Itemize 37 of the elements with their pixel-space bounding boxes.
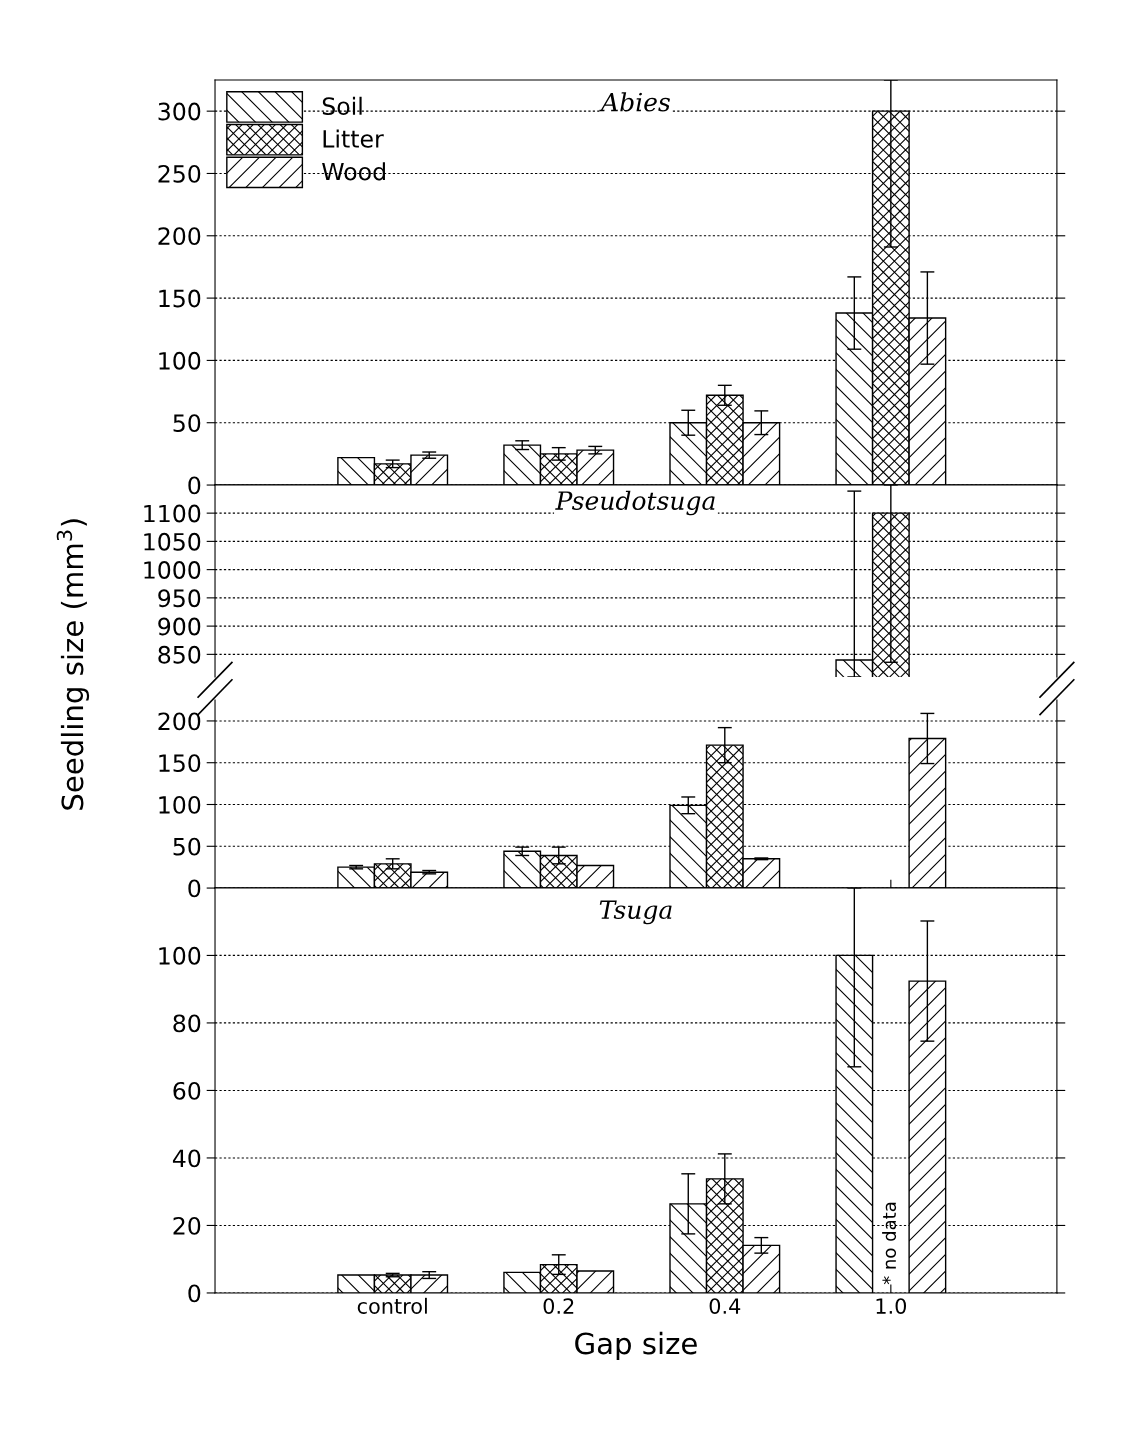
y-tick-label: 0 bbox=[188, 879, 201, 898]
legend-label: Litter bbox=[323, 129, 384, 148]
y-tick-label: 60 bbox=[173, 1081, 201, 1100]
y-tick-label: 80 bbox=[173, 1014, 201, 1033]
y-tick-label: 0 bbox=[188, 476, 201, 495]
y-tick-label: 40 bbox=[172, 1149, 201, 1168]
y-tick-label: 950 bbox=[158, 589, 201, 608]
chart-title: Tsuga bbox=[599, 900, 672, 925]
chart-title: Pseudotsuga bbox=[555, 490, 715, 516]
y-tick-label: 150 bbox=[159, 289, 201, 308]
y-tick-label: 100 bbox=[159, 946, 201, 965]
y-tick-label: 300 bbox=[158, 102, 201, 121]
y-tick-label: 1100 bbox=[144, 504, 201, 523]
y-tick-label: 850 bbox=[158, 645, 201, 664]
chart-title: Abies bbox=[599, 92, 670, 112]
y-tick-label: 0 bbox=[188, 1284, 201, 1303]
annotation: * no data bbox=[882, 1202, 897, 1285]
y-tick-label: 200 bbox=[158, 712, 201, 731]
y-tick-label: 100 bbox=[159, 351, 201, 370]
y-tick-label: 20 bbox=[173, 1216, 201, 1235]
y-tick-label: 900 bbox=[158, 617, 201, 636]
y-tick-label: 50 bbox=[173, 414, 201, 433]
y-tick-label: 150 bbox=[159, 754, 201, 773]
x-tick-label: 0.4 bbox=[709, 1298, 741, 1314]
y-tick-label: 100 bbox=[159, 795, 201, 814]
x-tick-label: 0.2 bbox=[543, 1298, 574, 1314]
y-tick-label: 200 bbox=[158, 227, 201, 246]
y-axis-title: Seedling size (mm$^{3}$) bbox=[56, 519, 90, 810]
y-tick-label: 1050 bbox=[144, 532, 201, 551]
y-tick-label: 1000 bbox=[144, 561, 201, 579]
y-tick-label: 50 bbox=[173, 837, 201, 856]
x-axis-title: Gap size bbox=[575, 1331, 697, 1361]
y-tick-label: 250 bbox=[158, 164, 201, 183]
legend-label: Soil bbox=[322, 96, 362, 116]
legend-label: Wood bbox=[322, 162, 385, 181]
x-tick-label: control bbox=[357, 1297, 427, 1314]
x-tick-label: 1.0 bbox=[876, 1298, 907, 1314]
